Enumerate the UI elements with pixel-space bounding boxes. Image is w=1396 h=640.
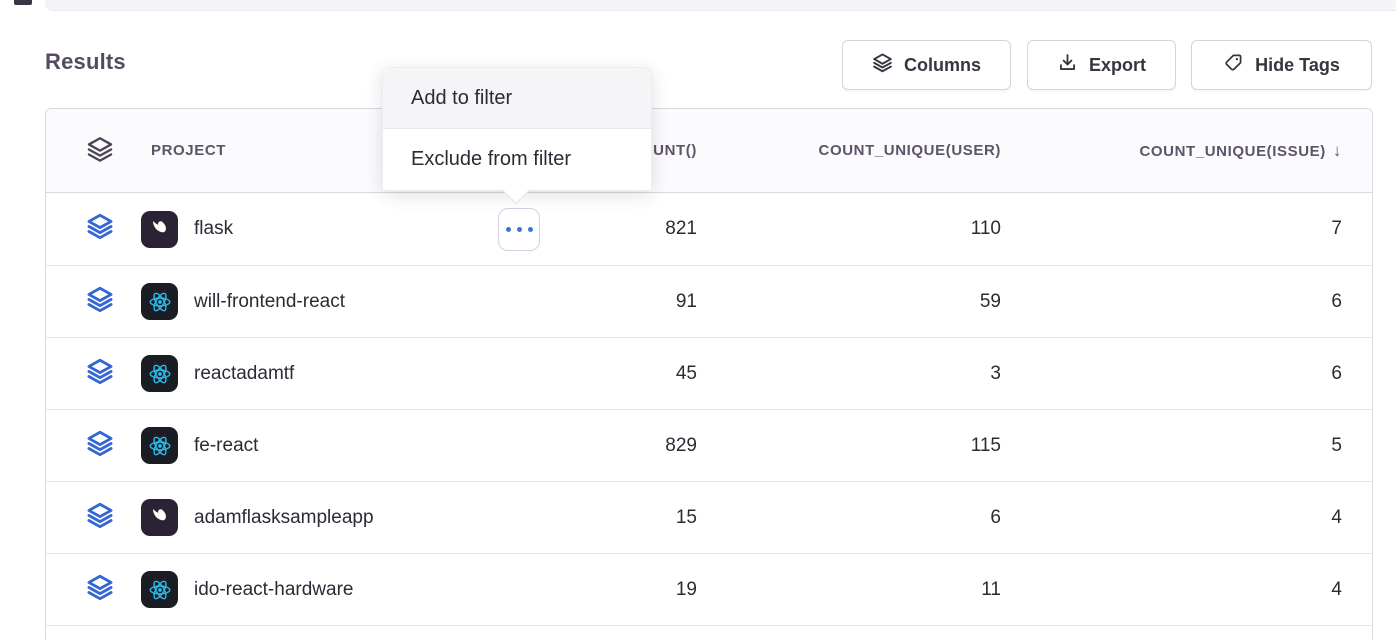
platform-icon [141, 427, 178, 464]
column-header-label: COUNT_UNIQUE(ISSUE) [1139, 142, 1326, 160]
hide-tags-button[interactable]: Hide Tags [1191, 40, 1372, 90]
count-unique-issue-value[interactable]: 7 [1331, 218, 1342, 239]
count-unique-issue-value[interactable]: 4 [1331, 506, 1342, 528]
project-cell: will-frontend-react [116, 283, 477, 320]
stack-icon [86, 501, 114, 535]
stack-icon [86, 357, 114, 391]
export-button-label: Export [1088, 54, 1146, 75]
table-row[interactable]: adamflasksampleapp 15 6 4 [46, 481, 1372, 553]
results-heading: Results [45, 49, 126, 74]
project-cell: ido-react-hardware [116, 571, 477, 608]
columns-button-label: Columns [903, 54, 981, 75]
table-body: flask 821 110 7 [46, 193, 1372, 625]
project-name[interactable]: reactadamtf [194, 362, 295, 384]
hide-tags-button-label: Hide Tags [1255, 54, 1340, 75]
table-row[interactable]: ido-react-hardware 19 11 4 [46, 553, 1372, 625]
row-stack-cell [46, 573, 116, 607]
project-name[interactable]: flask [194, 218, 234, 239]
menu-item-add-to-filter[interactable]: Add to filter [383, 68, 651, 129]
column-header-count-unique-issue[interactable]: COUNT_UNIQUE(ISSUE) ↓ [1031, 141, 1372, 161]
results-table: PROJECT COUNT() COUNT_UNIQUE(USER) COUNT… [45, 108, 1373, 640]
cell-actions-button[interactable] [498, 208, 540, 251]
stack-icon [86, 285, 114, 319]
count-unique-issue-value[interactable]: 6 [1331, 362, 1342, 384]
row-stack-cell [46, 429, 116, 463]
stack-icon [86, 212, 114, 246]
count-value[interactable]: 829 [665, 434, 697, 456]
project-name[interactable]: fe-react [194, 434, 259, 456]
project-cell: flask [116, 210, 477, 248]
columns-button[interactable]: Columns [842, 40, 1011, 90]
sort-desc-icon: ↓ [1332, 140, 1342, 160]
column-header-count-unique-user[interactable]: COUNT_UNIQUE(USER) [818, 142, 1001, 159]
count-unique-user-value[interactable]: 11 [981, 578, 1001, 600]
table-header-row: PROJECT COUNT() COUNT_UNIQUE(USER) COUNT… [46, 109, 1372, 193]
table-row[interactable]: fe-react 829 115 5 [46, 409, 1372, 481]
count-unique-user-value[interactable]: 3 [990, 362, 1001, 384]
export-button[interactable]: Export [1027, 40, 1176, 90]
platform-icon [141, 571, 178, 608]
platform-icon [141, 499, 178, 536]
count-value[interactable]: 19 [675, 578, 697, 600]
project-cell: reactadamtf [116, 355, 477, 392]
column-header-project[interactable]: PROJECT [151, 142, 227, 159]
count-value[interactable]: 15 [675, 506, 697, 528]
table-row-partial [46, 625, 1372, 640]
cell-actions-menu: Add to filter Exclude from filter [382, 67, 652, 205]
count-value[interactable]: 45 [675, 362, 697, 384]
stack-icon [86, 573, 114, 607]
count-unique-user-value[interactable]: 6 [990, 506, 1001, 528]
stack-icon [872, 52, 893, 78]
count-unique-user-value[interactable]: 115 [970, 434, 1001, 456]
stack-icon [86, 429, 114, 463]
header-stack-cell [46, 135, 116, 167]
count-unique-user-value[interactable]: 110 [970, 218, 1001, 239]
scrolled-panel-bottom-edge [45, 0, 1396, 11]
row-stack-cell [46, 501, 116, 535]
row-stack-cell [46, 285, 116, 319]
project-cell: fe-react [116, 427, 477, 464]
project-cell: adamflasksampleapp [116, 499, 477, 536]
count-value[interactable]: 91 [675, 290, 697, 312]
platform-icon [141, 355, 178, 392]
row-stack-cell [46, 212, 116, 246]
platform-icon [141, 210, 178, 248]
table-row[interactable]: reactadamtf 45 3 6 [46, 337, 1372, 409]
ellipsis-icon [505, 227, 533, 232]
table-row[interactable]: flask 821 110 7 [46, 193, 1372, 265]
download-icon [1057, 52, 1078, 78]
count-value[interactable]: 821 [665, 218, 697, 239]
clipped-element-fragment [14, 0, 32, 5]
count-unique-issue-value[interactable]: 6 [1331, 290, 1342, 312]
table-row[interactable]: will-frontend-react 91 59 6 [46, 265, 1372, 337]
project-name[interactable]: adamflasksampleapp [194, 506, 374, 528]
stack-icon [86, 135, 114, 167]
count-unique-user-value[interactable]: 59 [979, 290, 1001, 312]
project-name[interactable]: will-frontend-react [194, 290, 345, 312]
row-stack-cell [46, 357, 116, 391]
tag-icon [1223, 52, 1244, 78]
count-unique-issue-value[interactable]: 5 [1331, 434, 1342, 456]
count-unique-issue-value[interactable]: 4 [1331, 578, 1342, 600]
project-name[interactable]: ido-react-hardware [194, 578, 354, 600]
platform-icon [141, 283, 178, 320]
